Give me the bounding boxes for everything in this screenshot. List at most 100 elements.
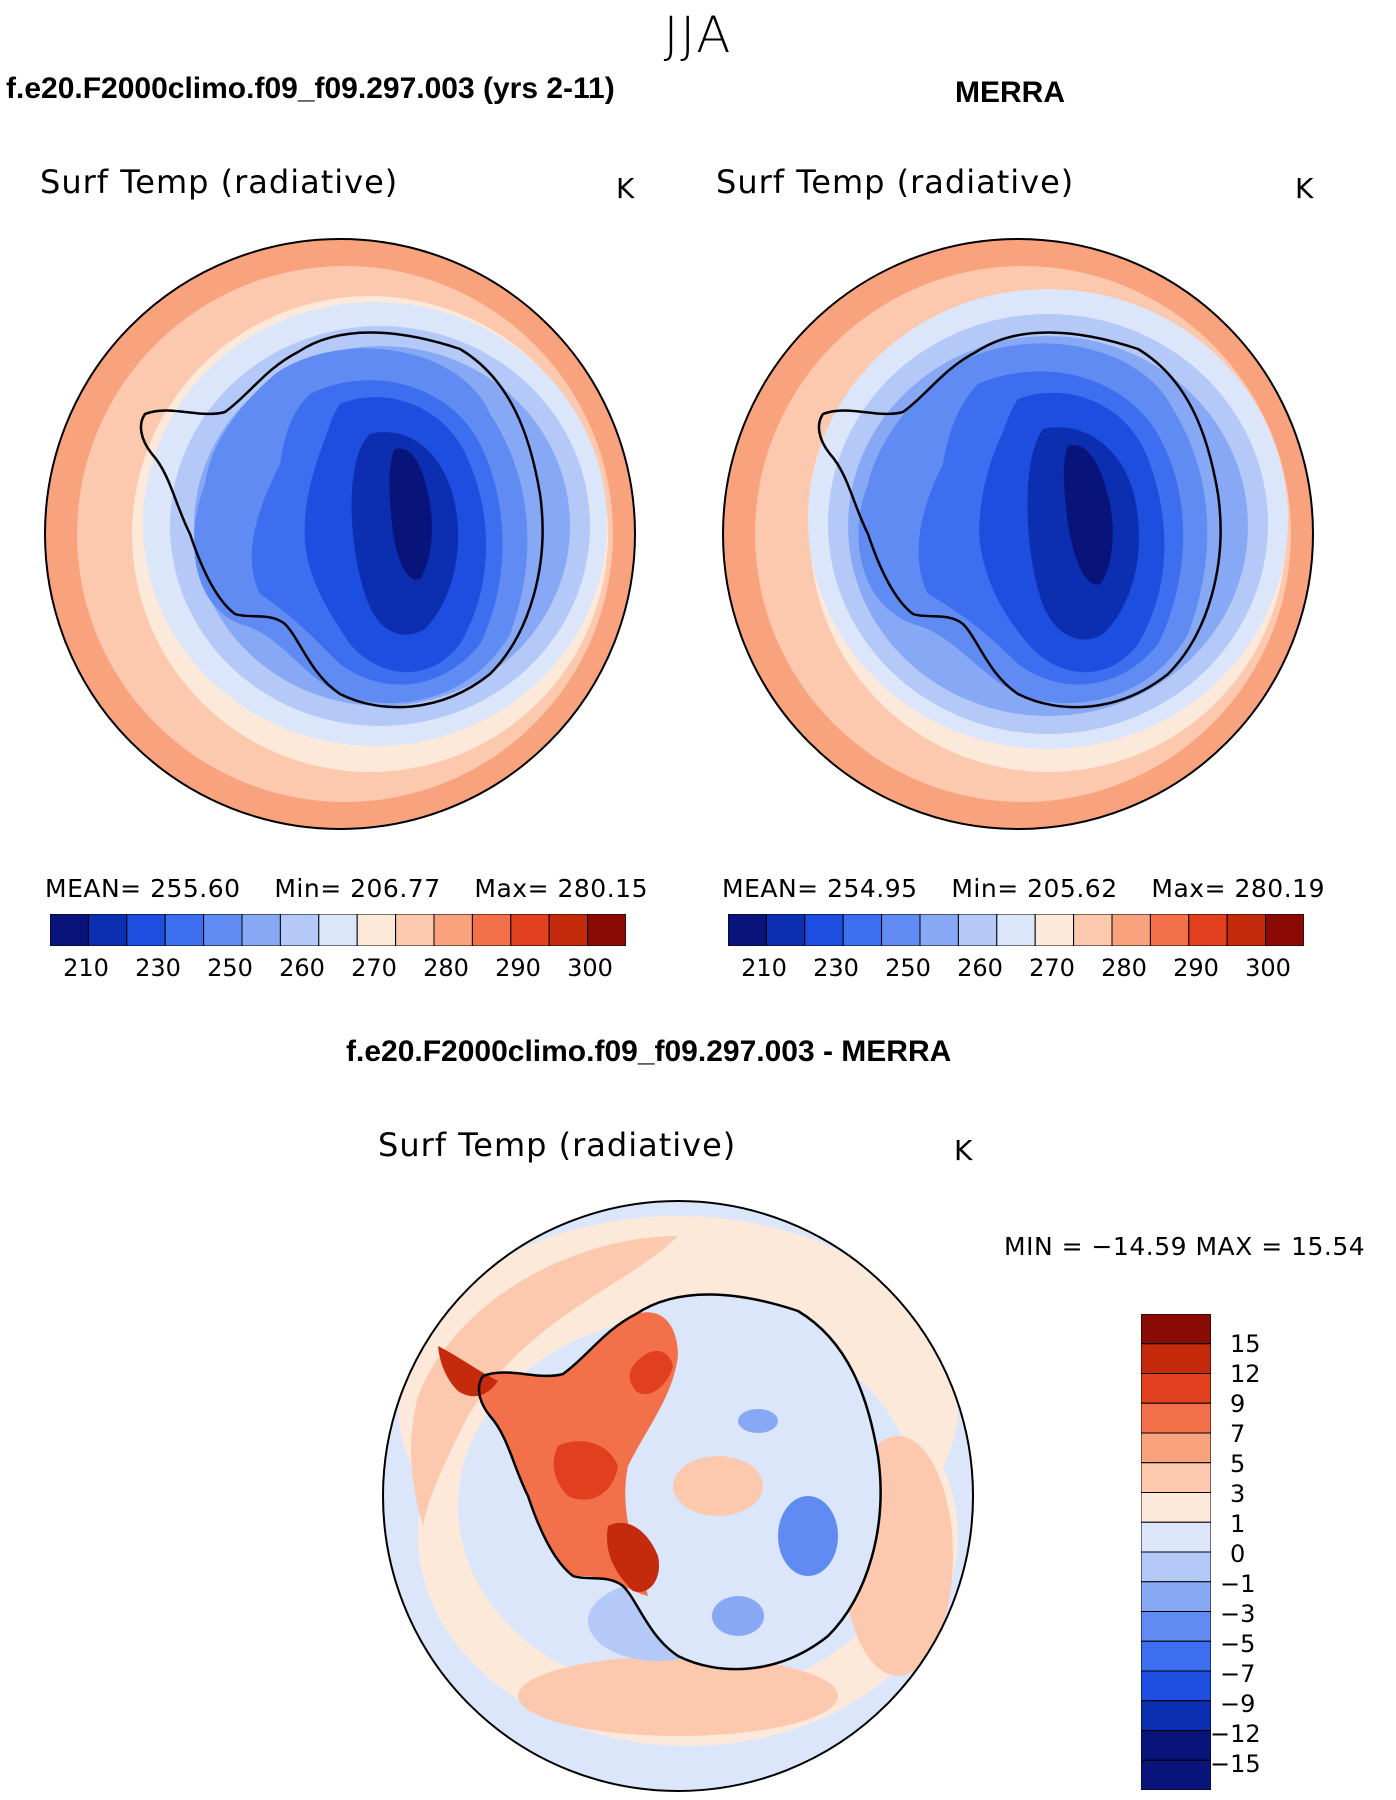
diff-band-pos9b (629, 1351, 673, 1395)
panel2-min-value: 205.62 (1027, 874, 1118, 903)
colorbar-swatch (1073, 914, 1113, 946)
colorbar-swatch (1141, 1373, 1211, 1404)
colorbar-swatch (1141, 1402, 1211, 1434)
panel1-colorbar (50, 914, 626, 946)
diff-band-pos5 (518, 1656, 838, 1736)
panel2-colorbar (728, 914, 1304, 946)
colorbar-swatch (433, 914, 473, 946)
panel1-case-title: f.e20.F2000climo.f09_f09.297.003 (yrs 2-… (6, 72, 615, 105)
colorbar-swatch (728, 914, 767, 946)
diff-band-neg5 (778, 1496, 838, 1576)
panel2-tick: 210 (741, 954, 787, 982)
colorbar-swatch (395, 914, 435, 946)
colorbar-swatch (87, 914, 128, 946)
colorbar-swatch (1141, 1343, 1211, 1374)
diff-map-border (382, 1200, 974, 1792)
panel1-antarctica-coast (139, 331, 544, 709)
panel1-tick: 250 (207, 954, 253, 982)
panel1-min-label: Min= (274, 874, 342, 903)
colorbar-swatch (1265, 914, 1304, 946)
panel1-max-label: Max= (474, 874, 550, 903)
panel1-band-210 (389, 448, 432, 580)
diff-tick: 1 (1230, 1510, 1246, 1538)
panel1-colorbar-ticks: 210 230 250 260 270 280 290 300 (50, 954, 626, 988)
colorbar-swatch (1141, 1640, 1211, 1672)
panel1-map-border (44, 238, 636, 830)
colorbar-swatch (548, 914, 589, 946)
colorbar-swatch (1141, 1314, 1211, 1345)
panel2-min-label: Min= (951, 874, 1019, 903)
diff-colorbar (1141, 1314, 1211, 1790)
panel2-antarctica-coast (817, 331, 1222, 709)
panel2-max-value: 280.19 (1234, 874, 1325, 903)
panel2-tick: 300 (1245, 954, 1291, 982)
diff-tick: −5 (1220, 1630, 1256, 1658)
diff-units: K (954, 1134, 973, 1167)
colorbar-swatch (510, 914, 550, 946)
diff-tick: −9 (1220, 1690, 1256, 1718)
panel1-tick: 290 (495, 954, 541, 982)
panel2-tick: 290 (1173, 954, 1219, 982)
diff-tick: 5 (1230, 1450, 1246, 1478)
diff-band-neg3b (712, 1596, 764, 1636)
panel2-mean-label: MEAN= (722, 874, 819, 903)
colorbar-swatch (919, 914, 959, 946)
season-title: JJA (663, 6, 733, 64)
panel2-tick: 280 (1101, 954, 1147, 982)
colorbar-swatch (356, 914, 397, 946)
panel2-case-title: MERRA (955, 76, 1065, 109)
panel1-tick: 280 (423, 954, 469, 982)
colorbar-swatch (1141, 1759, 1211, 1790)
colorbar-swatch (1149, 914, 1190, 946)
colorbar-swatch (279, 914, 320, 946)
diff-tick: 7 (1230, 1420, 1246, 1448)
diff-band-pos12 (438, 1346, 498, 1397)
colorbar-swatch (1141, 1581, 1211, 1612)
panel2-tick: 270 (1029, 954, 1075, 982)
panel1-tick: 270 (351, 954, 397, 982)
diff-tick: 0 (1230, 1540, 1246, 1568)
panel2-tick: 250 (885, 954, 931, 982)
colorbar-swatch (1141, 1492, 1211, 1523)
panel2-map (722, 238, 1314, 830)
panel2-colorbar-ticks: 210 230 250 260 270 280 290 300 (728, 954, 1304, 988)
diff-tick: −15 (1210, 1750, 1261, 1778)
diff-band-pos9 (553, 1441, 618, 1500)
panel2-variable-label: Surf Temp (radiative) (716, 163, 1075, 201)
diff-band-pos12b (607, 1522, 659, 1592)
panel2-mean-value: 254.95 (827, 874, 918, 903)
colorbar-swatch (765, 914, 806, 946)
panel1-min-value: 206.77 (350, 874, 441, 903)
diff-tick: −7 (1220, 1660, 1256, 1688)
colorbar-swatch (1141, 1521, 1211, 1553)
colorbar-swatch (587, 914, 626, 946)
diff-colorbar-ticks: 15 12 9 7 5 3 1 0 −1 −3 −5 −7 −9 −12 −15 (1210, 1314, 1300, 1790)
diff-tick: 9 (1230, 1390, 1246, 1418)
panel2-tick: 230 (813, 954, 859, 982)
colorbar-swatch (1141, 1730, 1211, 1761)
panel1-stats: MEAN= 255.60 Min= 206.77 Max= 280.15 (45, 874, 648, 903)
panel2-stats: MEAN= 254.95 Min= 205.62 Max= 280.19 (722, 874, 1325, 903)
diff-antarctica-coast (477, 1293, 882, 1671)
panel1-map (44, 238, 636, 830)
colorbar-swatch (1141, 1462, 1211, 1493)
diff-map (382, 1200, 974, 1792)
colorbar-swatch (1141, 1551, 1211, 1583)
colorbar-swatch (318, 914, 358, 946)
diff-tick: 3 (1230, 1480, 1246, 1508)
colorbar-swatch (1141, 1611, 1211, 1642)
panel2-units: K (1295, 172, 1314, 205)
colorbar-swatch (842, 914, 883, 946)
colorbar-swatch (50, 914, 89, 946)
colorbar-swatch (804, 914, 844, 946)
panel2-map-border (722, 238, 1314, 830)
panel1-max-value: 280.15 (557, 874, 648, 903)
diff-band-pos3b (673, 1456, 763, 1516)
colorbar-swatch (471, 914, 512, 946)
panel1-mean-label: MEAN= (45, 874, 142, 903)
panel2-band-210 (1063, 445, 1113, 585)
panel1-variable-label: Surf Temp (radiative) (40, 163, 399, 201)
diff-tick: 12 (1230, 1360, 1261, 1388)
colorbar-swatch (1141, 1700, 1211, 1731)
colorbar-swatch (203, 914, 243, 946)
